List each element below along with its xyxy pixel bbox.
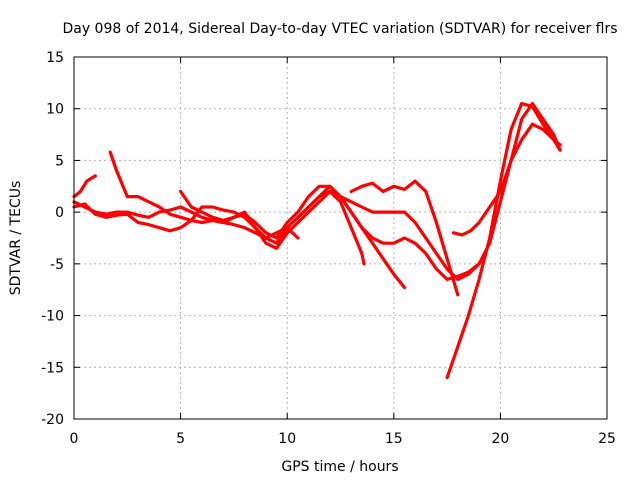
series-line-arc-6 (306, 101, 562, 281)
y-tick-label: -20 (41, 412, 64, 428)
y-tick-label: 10 (46, 102, 64, 118)
y-tick-label: -5 (50, 257, 64, 273)
chart-title: Day 098 of 2014, Sidereal Day-to-day VTE… (62, 21, 617, 37)
y-tick-label: -10 (41, 309, 64, 325)
series-line-arc-5 (179, 184, 481, 281)
x-tick-label: 25 (598, 431, 616, 447)
x-tick-label: 5 (176, 431, 185, 447)
x-tick-labels: 0 5 10 15 20 25 (70, 431, 616, 447)
y-tick-label: 15 (46, 50, 64, 66)
x-tick-label: 15 (385, 431, 403, 447)
series-line-arc-7 (349, 179, 460, 297)
plot-frame (73, 56, 608, 420)
y-tick-labels: -20 -15 -10 -5 0 5 10 15 (41, 50, 64, 428)
y-tick-label: 0 (55, 205, 64, 221)
series-line-arc-4 (72, 202, 300, 240)
y-tick-label: 5 (55, 153, 64, 169)
x-tick-label: 10 (278, 431, 296, 447)
grid (74, 57, 607, 419)
series-line-arc-9 (451, 122, 562, 237)
y-tick-label: -15 (41, 360, 64, 376)
x-axis-label: GPS time / hours (281, 459, 398, 475)
series-line-arc-8 (445, 101, 562, 380)
series-line-arc-3 (108, 150, 407, 290)
series-line-arc-1 (72, 174, 97, 199)
x-tick-label: 20 (491, 431, 509, 447)
axis-ticks (73, 56, 608, 420)
series-layer (72, 101, 562, 380)
x-tick-label: 0 (70, 431, 79, 447)
y-axis-label: SDTVAR / TECUs (8, 181, 24, 296)
series-line-arc-2 (72, 189, 366, 266)
